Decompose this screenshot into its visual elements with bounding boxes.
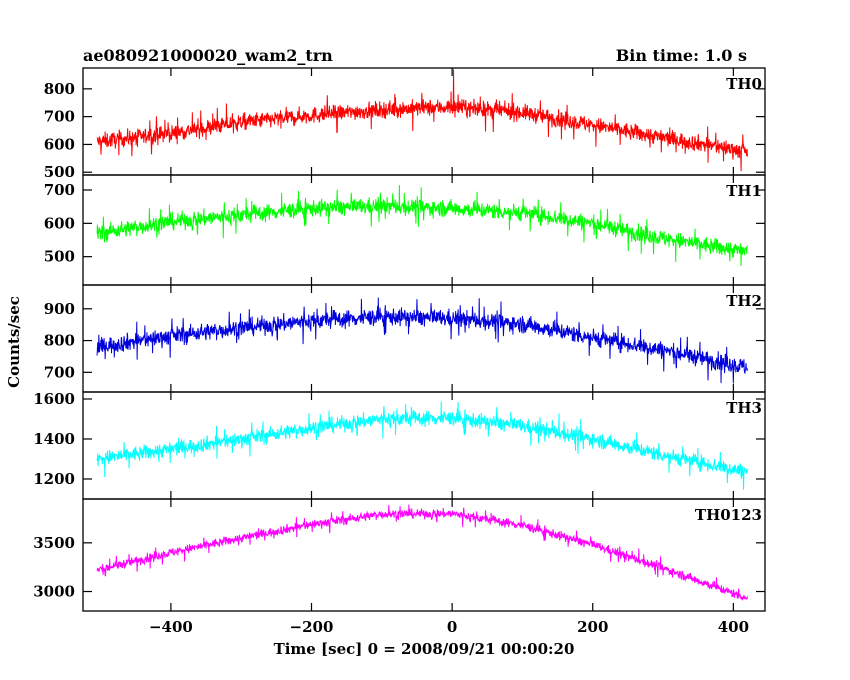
x-tick-label: 400: [718, 618, 749, 636]
panel-frame: [82, 67, 766, 176]
series-line-th0123: [96, 504, 748, 601]
y-tick-label: 900: [44, 300, 75, 318]
y-tick-label: 500: [44, 163, 75, 181]
y-tick-label: 1200: [33, 470, 75, 488]
panel-th2: 700 800 900 TH2: [44, 284, 766, 393]
panels-group: 500 600 700 800 TH0 500 600 700 TH1 700 800 900 TH2 1…: [33, 67, 766, 612]
series-line-th1: [96, 185, 748, 267]
chart-title: ae080921000020_wam2_trn: [83, 46, 333, 65]
x-axis: −400 −200 0 200 400: [149, 618, 749, 636]
y-tick-label: 500: [44, 248, 75, 266]
panel-label-th0123: TH0123: [695, 506, 762, 524]
y-tick-label: 800: [44, 80, 75, 98]
panel-label-th1: TH1: [726, 182, 762, 200]
y-tick-label: 3000: [33, 583, 75, 601]
x-tick-label: −200: [290, 618, 334, 636]
panel-th1: 500 600 700 TH1: [44, 174, 766, 286]
panel-frame: [82, 498, 766, 612]
panel-label-th0: TH0: [726, 75, 762, 93]
y-tick-label: 700: [44, 363, 75, 381]
panel-label-th3: TH3: [726, 399, 762, 417]
x-tick-label: −400: [149, 618, 193, 636]
x-axis-label: Time [sec] 0 = 2008/09/21 00:00:20: [274, 640, 575, 658]
series-line-th2: [96, 297, 748, 384]
x-tick-label: 200: [577, 618, 608, 636]
y-tick-label: 700: [44, 108, 75, 126]
y-tick-label: 600: [44, 135, 75, 153]
y-tick-label: 1400: [33, 430, 75, 448]
bin-time-label: Bin time: 1.0 s: [616, 46, 747, 65]
y-axis-label: Counts/sec: [5, 296, 23, 388]
y-tick-label: 1600: [33, 390, 75, 408]
panel-label-th2: TH2: [726, 292, 762, 310]
y-tick-label: 3500: [33, 534, 75, 552]
series-line-th0: [96, 69, 748, 172]
panel-th0: 500 600 700 800 TH0: [44, 67, 766, 181]
y-tick-label: 800: [44, 332, 75, 350]
panel-th0123: 3000 3500 TH0123: [33, 498, 766, 612]
panel-th3: 1200 1400 1600 TH3: [33, 390, 766, 500]
x-tick-label: 0: [447, 618, 457, 636]
y-tick-label: 600: [44, 214, 75, 232]
y-tick-label: 700: [44, 181, 75, 199]
series-line-th3: [96, 401, 748, 490]
panel-frame: [82, 284, 766, 393]
